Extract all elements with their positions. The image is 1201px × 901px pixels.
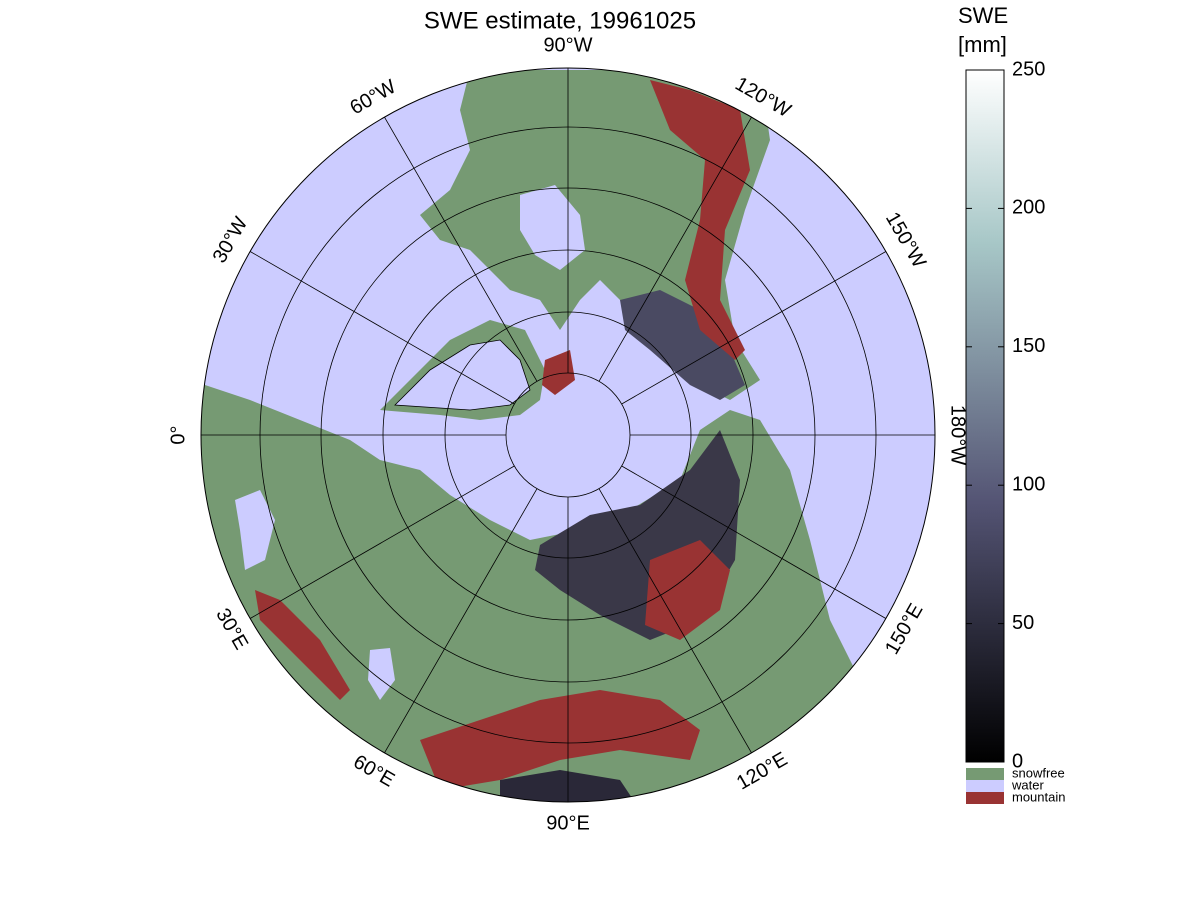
map-frame: [200, 67, 936, 803]
colorbar-tick-label: 150: [1012, 335, 1045, 357]
hudson-bay: [520, 185, 585, 270]
meridian-line: [621, 251, 887, 405]
meridian-label: 180°W: [947, 405, 969, 465]
legend-label: water: [1011, 777, 1044, 792]
colorbar: [965, 69, 1005, 763]
colorbar-tick-label: 200: [1012, 197, 1045, 219]
colorbar-label: SWE: [958, 3, 1008, 28]
meridian-line: [384, 488, 538, 754]
legend-label: mountain: [1012, 789, 1065, 804]
meridian-line: [598, 488, 752, 754]
meridian-line: [249, 251, 515, 405]
meridian-line: [384, 116, 538, 382]
mountain-europe: [255, 590, 350, 700]
colorbar-tick-label: 0: [1012, 750, 1023, 772]
legend-swatch: [966, 792, 1004, 804]
mountain-canada-arctic: [542, 350, 575, 395]
caspian: [368, 648, 395, 700]
baltic: [235, 490, 275, 570]
meridian-line: [249, 465, 515, 619]
colorbar-tick-label: 50: [1012, 612, 1034, 634]
legend-swatch: [966, 780, 1004, 792]
map-title: SWE estimate, 19961025: [424, 7, 696, 34]
snow-alaska: [620, 290, 745, 400]
legend-label: snowfree: [1012, 765, 1065, 780]
greenland-ice: [394, 339, 531, 411]
meridian-label: 90°W: [543, 34, 592, 56]
colorbar-label: [mm]: [958, 32, 1007, 57]
colorbar-tick-label: 250: [1012, 58, 1045, 80]
colorbar-tick-label: 100: [1012, 473, 1045, 495]
map-disk: [201, 68, 935, 802]
meridian-label: 0°: [167, 425, 189, 444]
mountain-asia: [420, 690, 700, 790]
graticule: [201, 68, 935, 802]
colorbar-ticks: 0 50 100 150 200 250: [966, 58, 1045, 772]
legend-swatch: [966, 768, 1004, 780]
mountain-rockies: [650, 80, 750, 360]
meridian-line: [621, 465, 887, 619]
mountain-fareast: [645, 540, 730, 640]
meridian-line: [598, 116, 752, 382]
meridian-label: 90°E: [546, 812, 590, 834]
